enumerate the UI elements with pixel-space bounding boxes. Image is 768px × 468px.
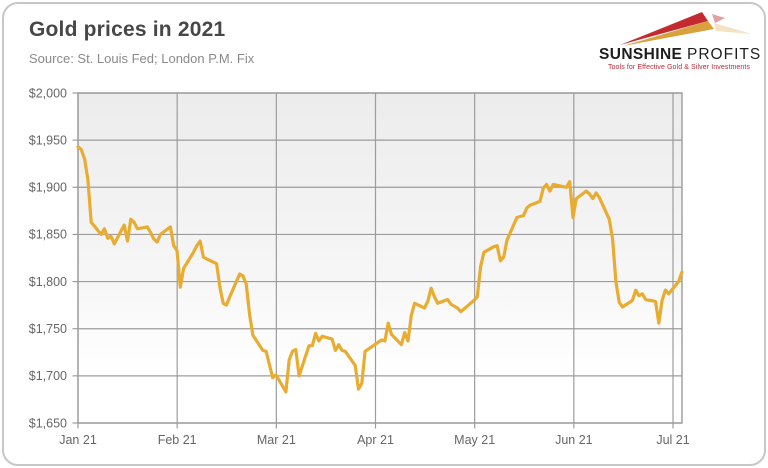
y-axis-tick-label: $1,650 <box>29 416 67 430</box>
gold-arrow-ghost <box>714 23 752 34</box>
gold-price-line <box>76 145 684 394</box>
brand-tagline: Tools for Effective Gold & Silver Invest… <box>607 64 751 72</box>
y-axis-tick-label: $1,800 <box>29 275 67 289</box>
plot-border <box>77 92 683 424</box>
x-axis-tick-label: Feb 21 <box>158 433 197 447</box>
y-axis-tick-label: $1,900 <box>29 181 67 195</box>
brand-name-secondary: PROFITS <box>687 46 762 63</box>
red-arrow-ghost <box>712 14 725 23</box>
x-axis-tick-label: Apr 21 <box>357 433 394 447</box>
plot-background <box>78 93 682 423</box>
gold-arrow-shape <box>623 21 714 46</box>
logo-arrows-icon <box>620 12 752 46</box>
brand-name-primary: SUNSHINE <box>599 46 683 63</box>
brand-logo: SUNSHINE PROFITS Tools for Effective Gol… <box>599 7 762 72</box>
y-axis-tick-label: $1,850 <box>29 228 67 242</box>
brand-name: SUNSHINE PROFITS <box>599 46 762 63</box>
page-title: Gold prices in 2021 <box>29 18 226 41</box>
y-axis-tick-label: $2,000 <box>29 86 67 100</box>
x-axis-tick-label: Jul 21 <box>656 433 689 447</box>
red-arrow-shape <box>620 12 708 45</box>
y-axis-tick-label: $1,750 <box>29 322 67 336</box>
x-axis-tick-label: Jun 21 <box>555 433 593 447</box>
x-axis-tick-label: Mar 21 <box>257 433 296 447</box>
x-axis-tick-label: Jan 21 <box>59 433 97 447</box>
x-axis-tick-label: May 21 <box>454 433 495 447</box>
y-axis-tick-label: $1,700 <box>29 369 67 383</box>
source-caption: Source: St. Louis Fed; London P.M. Fix <box>29 51 255 66</box>
y-axis-tick-label: $1,950 <box>29 133 67 147</box>
